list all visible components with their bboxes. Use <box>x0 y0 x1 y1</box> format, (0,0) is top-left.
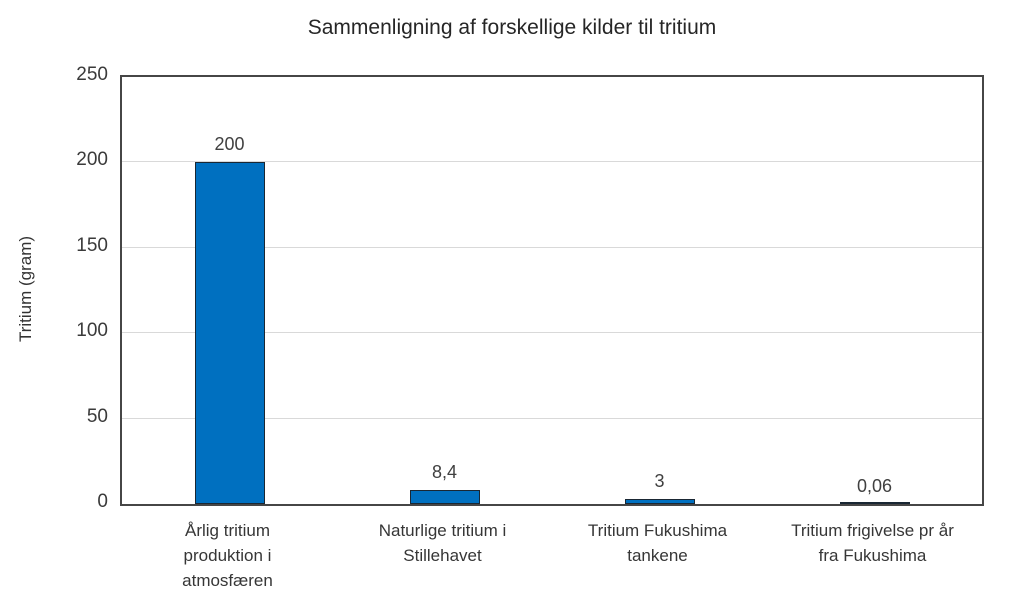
bar-1 <box>194 162 265 504</box>
y-axis-tick-label: 250 <box>76 64 108 85</box>
gridline <box>122 417 982 419</box>
gridline <box>122 246 982 248</box>
y-axis-tick-label: 150 <box>76 234 108 256</box>
chart-title: Sammenligning af forskellige kilder til … <box>307 16 717 39</box>
x-axis-category-label-line: Naturlige tritium i <box>378 521 507 540</box>
gridline <box>122 161 982 163</box>
y-axis-title: Tritium (gram) <box>16 235 35 343</box>
bar-value-label: 200 <box>214 134 245 155</box>
bar-value-label: 0,06 <box>856 475 893 496</box>
y-axis-tick-label: 50 <box>86 405 108 427</box>
plot-area: 200 8,4 3 0,06 <box>120 75 984 506</box>
gridline <box>122 332 982 334</box>
x-axis-category-label-line: tankene <box>627 546 688 565</box>
x-axis-category-label-line: fra Fukushima <box>818 546 927 565</box>
bar-value-label: 3 <box>654 470 665 491</box>
x-axis-category-label: Årlig tritium produktion i atmosfæren <box>120 518 335 593</box>
y-axis-tick-label: 0 <box>97 491 108 512</box>
bar-2 <box>409 489 480 504</box>
x-axis-category-label-line: Stillehavet <box>403 546 482 565</box>
bar-value-label: 8,4 <box>431 461 458 482</box>
y-axis-tick-label: 100 <box>76 320 108 342</box>
x-axis-category-label-line: Årlig tritium <box>184 521 270 540</box>
x-axis-category-label-line: Tritium Fukushima <box>587 521 728 540</box>
bar-3 <box>624 498 695 504</box>
x-axis-category-label: Naturlige tritium i Stillehavet <box>335 518 550 568</box>
y-axis-tick-label: 200 <box>76 149 108 171</box>
x-axis-category-label-line: Tritium frigivelse pr år <box>791 521 954 540</box>
bar-4 <box>839 502 910 504</box>
x-axis-category-label-line: produktion i <box>183 546 272 565</box>
x-axis-category-label-line: atmosfæren <box>182 571 273 590</box>
x-axis-category-label: Tritium frigivelse pr år fra Fukushima <box>765 518 980 568</box>
x-axis-category-label: Tritium Fukushima tankene <box>550 518 765 568</box>
